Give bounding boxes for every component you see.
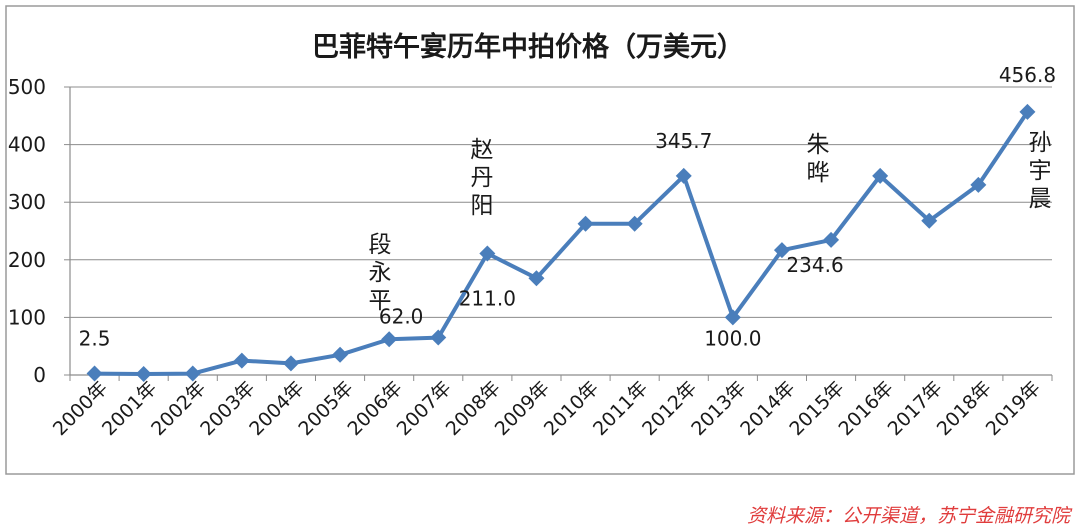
annotation-char: 晔: [807, 160, 830, 186]
data-point-marker: [528, 270, 545, 287]
data-point-marker: [86, 365, 103, 382]
data-point-marker: [332, 346, 349, 363]
annotation-char: 阳: [471, 193, 494, 219]
data-point-marker: [921, 212, 938, 229]
data-point-marker: [675, 167, 692, 184]
y-tick-label: 300: [8, 190, 46, 214]
data-point-marker: [724, 309, 741, 326]
data-point-marker: [577, 215, 594, 232]
series-line: [94, 110, 1030, 376]
data-point-marker: [1019, 103, 1036, 120]
y-tick-label: 500: [8, 75, 46, 99]
annotation-char: 朱: [807, 132, 830, 158]
series-line-layer: [94, 110, 1030, 376]
data-label: 62.0: [379, 304, 424, 328]
data-label: 234.6: [786, 253, 843, 277]
data-point-marker: [773, 242, 790, 259]
source-note: 资料来源：公开渠道，苏宁金融研究院: [746, 505, 1070, 527]
data-point-marker: [626, 215, 643, 232]
data-point-marker: [970, 176, 987, 193]
annotation-char: 孙: [1029, 130, 1052, 156]
data-label: 100.0: [704, 326, 761, 350]
axes: [64, 86, 1053, 381]
y-tick-label: 400: [8, 133, 46, 157]
data-markers: [86, 103, 1036, 382]
data-point-marker: [135, 365, 152, 382]
annotation-char: 晨: [1029, 186, 1052, 212]
annotation-char: 宇: [1029, 158, 1052, 184]
y-tick-label: 200: [8, 248, 46, 272]
data-label: 211.0: [459, 286, 516, 310]
data-point-marker: [430, 329, 447, 346]
data-label: 2.5: [79, 327, 111, 351]
data-label: 345.7: [655, 129, 712, 153]
data-point-marker: [872, 167, 889, 184]
grid-lines: [70, 86, 1052, 318]
data-point-marker: [381, 331, 398, 348]
chart-title: 巴菲特午宴历年中拍价格（万美元）: [312, 31, 744, 63]
y-tick-labels: 0 100 200 300 400 500: [8, 75, 46, 387]
chart-border: [5, 5, 1075, 475]
data-point-marker: [184, 365, 201, 382]
data-point-marker: [282, 355, 299, 372]
data-point-marker: [479, 245, 496, 262]
annotation-char: 永: [369, 260, 392, 286]
data-label: 456.8: [999, 63, 1056, 87]
annotations: 段永平 赵丹阳 朱晔 孙宇晨: [369, 130, 1052, 314]
y-tick-label: 100: [8, 305, 46, 329]
data-labels: 2.5 62.0 211.0 345.7 100.0 234.6 456.8: [79, 63, 1056, 351]
data-point-marker: [823, 231, 840, 248]
annotation-char: 段: [369, 232, 392, 258]
y-tick-label: 0: [33, 363, 46, 387]
data-point-marker: [233, 352, 250, 369]
annotation-char: 赵: [471, 137, 494, 163]
annotation-char: 平: [369, 288, 392, 314]
annotation-char: 丹: [471, 165, 494, 191]
